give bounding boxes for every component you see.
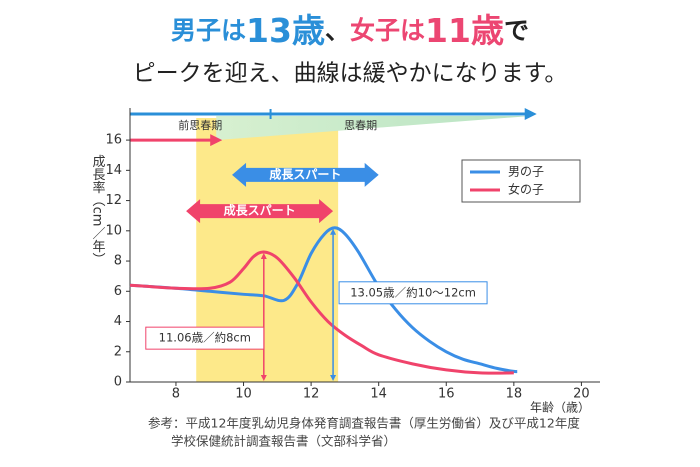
y-tick-label: 8 (114, 254, 122, 269)
y-tick-label: 12 (105, 193, 122, 208)
x-tick-label: 8 (172, 387, 180, 402)
legend-label: 男の子 (508, 165, 544, 179)
y-tick-label: 10 (105, 223, 122, 238)
headline-part: で (504, 16, 529, 45)
x-tick-label: 10 (235, 387, 252, 402)
series-line (129, 250, 514, 375)
x-tick-label: 16 (438, 387, 455, 402)
spurt-label: 成長スパート (269, 166, 341, 181)
spurt-label: 成長スパート (224, 203, 296, 218)
puberty-gradient (216, 116, 531, 141)
annotation-text: 11.06歳／約8cm (159, 331, 251, 345)
headline-part: 11歳 (425, 11, 504, 50)
x-tick-label: 20 (573, 387, 590, 402)
phase-label: 前思春期 (178, 118, 222, 132)
x-tick-label: 18 (506, 387, 523, 402)
legend-label: 女の子 (508, 182, 544, 197)
headline-part: 女子は (350, 16, 425, 45)
footer-1: 参考：平成12年度乳幼児身体発育調査報告書（厚生労働省）及び平成12年度 (148, 416, 580, 431)
spurt-arrow (186, 199, 334, 224)
x-tick-label: 14 (370, 387, 387, 402)
y-tick-label: 4 (114, 314, 122, 329)
footer-2: 学校保健統計調査報告書（文部科学省） (171, 434, 396, 449)
phase-label: 思春期 (344, 119, 377, 132)
y-tick-label: 16 (105, 133, 122, 148)
headline-part: 13歳 (246, 11, 325, 50)
y-tick-label: 0 (114, 375, 122, 390)
y-axis-label: 成長率（cm／年） (90, 155, 106, 266)
y-tick-label: 6 (114, 284, 122, 299)
headline-part: 男子は (171, 16, 246, 45)
headline-2: ピークを迎え、曲線は緩やかになります。 (133, 61, 568, 87)
x-axis-label: 年齢（歳） (530, 400, 590, 415)
headline: 男子は13歳、女子は11歳で (171, 11, 529, 50)
x-tick-label: 12 (303, 387, 320, 402)
annotation-text: 13.05歳／約10～12cm (350, 285, 476, 299)
annotation-box (338, 281, 488, 305)
annotation-box (145, 326, 265, 350)
headline-part: 、 (325, 16, 350, 45)
series-line (129, 226, 518, 374)
y-tick-label: 2 (114, 344, 122, 359)
legend-box (461, 159, 581, 203)
spurt-arrow (232, 162, 379, 187)
y-tick-label: 14 (105, 163, 122, 178)
